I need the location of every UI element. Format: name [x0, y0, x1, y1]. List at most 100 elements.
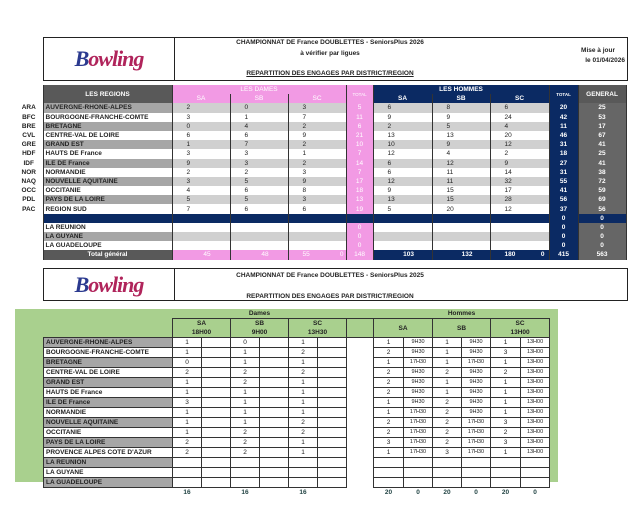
dames-time: [201, 447, 231, 458]
region-name: LA REUNION: [42, 222, 173, 232]
dames-value: 1: [172, 387, 202, 398]
hommes-value: 1: [490, 397, 522, 408]
bowling-logo: Bowling: [44, 269, 175, 300]
region-name: BOURGOGNE-FRANCHE-COMTE: [42, 112, 173, 122]
hommes-value: 1: [432, 387, 463, 398]
dames-total-sb: 48: [229, 250, 289, 260]
dames-time: [316, 467, 348, 478]
hommes-total: 18: [548, 149, 579, 159]
dames-total: 16: [299, 489, 307, 496]
hommes-value: 2: [432, 407, 463, 418]
table-row: LA GUADELOUPE 0 0 0: [15, 241, 627, 251]
header-hommes: Hommes: [447, 310, 476, 317]
table-row: GRE GRAND EST 1 7 2 10 10 9 12 31 41: [15, 140, 627, 150]
separator-cell: [489, 213, 550, 223]
dames-value: [287, 222, 347, 232]
hommes-value: 1: [373, 407, 405, 418]
dames-time: [259, 347, 289, 358]
hommes-value: 1: [432, 357, 463, 368]
dames-value: 3: [171, 112, 231, 122]
dames-time: [259, 477, 289, 488]
hommes-value: 12: [431, 158, 491, 168]
dames-value: 2: [288, 367, 318, 378]
dames-value: 0: [172, 357, 202, 368]
hommes-value: 28: [489, 195, 550, 205]
dames-value: [172, 457, 202, 468]
region-code: [15, 241, 43, 251]
dames-value: [230, 457, 260, 468]
region-name: LA GUADELOUPE: [43, 477, 173, 488]
dames-value: 3: [229, 158, 289, 168]
dames-value: 0: [230, 337, 260, 348]
dames-value: 4: [171, 186, 231, 196]
hommes-value: 6: [372, 167, 433, 177]
hommes-value: 3: [490, 437, 522, 448]
header-h-sa: SA: [372, 94, 433, 104]
dames-value: 9: [171, 158, 231, 168]
region-code: PDL: [15, 195, 43, 205]
general-total: 25: [577, 103, 627, 113]
hommes-value: 1: [373, 337, 405, 348]
hommes-value: [373, 477, 405, 488]
general-total: 25: [577, 149, 627, 159]
hommes-total: 415: [548, 250, 579, 260]
hommes-value: 3: [490, 417, 522, 428]
dames-time: [201, 467, 231, 478]
dames-time: [316, 407, 348, 418]
region-code: OCC: [15, 186, 43, 196]
hommes-value: 3: [373, 437, 405, 448]
dames-value: 3: [229, 149, 289, 159]
hommes-value: 11: [431, 167, 491, 177]
hommes-time: 17H30: [461, 357, 492, 368]
separator-cell: [42, 213, 173, 223]
dames-time: [316, 357, 348, 368]
hommes-value: [490, 457, 522, 468]
gap-cell: [346, 427, 374, 438]
dames-value: [171, 222, 231, 232]
region-code: BRE: [15, 121, 43, 131]
hommes-total-extra: 0: [540, 251, 545, 259]
dames-value: 2: [230, 447, 260, 458]
gap-cell: [346, 377, 374, 388]
dames-value: [230, 477, 260, 488]
hommes-time: [461, 477, 492, 488]
hommes-total: 56: [548, 195, 579, 205]
header-h-sc: SC: [489, 94, 550, 104]
hommes-time: 17H30: [461, 447, 492, 458]
region-code: [15, 213, 43, 223]
dames-value: 1: [230, 417, 260, 428]
separator-cell: [345, 213, 374, 223]
hommes-value: 1: [432, 337, 463, 348]
hommes-value: 1: [373, 357, 405, 368]
dames-value: 5: [229, 195, 289, 205]
region-code: NOR: [15, 167, 43, 177]
table-row: PROVENCE ALPES COTE D'AZUR 2 2 1 1 17H30 3 17H3…: [43, 447, 551, 458]
hommes-total: 0: [548, 213, 579, 223]
region-code: HDF: [15, 149, 43, 159]
gap-cell: [346, 417, 374, 428]
dames-value: 2: [287, 158, 347, 168]
hommes-time: 17H30: [461, 427, 492, 438]
region-name: NOUVELLE AQUITAINE: [42, 176, 173, 187]
table-row: ILE DE France 3 1 1 1 9H30 2 9H30 1 13H00: [43, 397, 551, 408]
dames-time: [316, 367, 348, 378]
region-name: OCCITANIE: [43, 427, 173, 438]
hommes-value: [372, 232, 433, 242]
table-row: CVL CENTRE-VAL DE LOIRE 6 6 9 21 13 13 20 46 67: [15, 130, 627, 141]
header-d-sa: SA: [171, 94, 231, 104]
region-name: NORMANDIE: [43, 407, 173, 418]
table-row: IDF ILE DE France 9 3 2 14 6 12 9 27 41: [15, 158, 627, 168]
hommes-value: [372, 222, 433, 232]
update-label: Mise à jour: [581, 47, 615, 54]
dames-value: [172, 477, 202, 488]
dames-value: [229, 241, 289, 251]
dames-value: 7: [229, 140, 289, 150]
dames-value: 2: [230, 437, 260, 448]
gap-cell: [346, 467, 374, 478]
dames-value: 2: [172, 447, 202, 458]
hommes-total: 0: [548, 241, 579, 251]
dames-value: 6: [171, 130, 231, 141]
region-name: OCCITANIE: [42, 186, 173, 196]
dames-value: [288, 467, 318, 478]
dames-value: 1: [288, 437, 318, 448]
